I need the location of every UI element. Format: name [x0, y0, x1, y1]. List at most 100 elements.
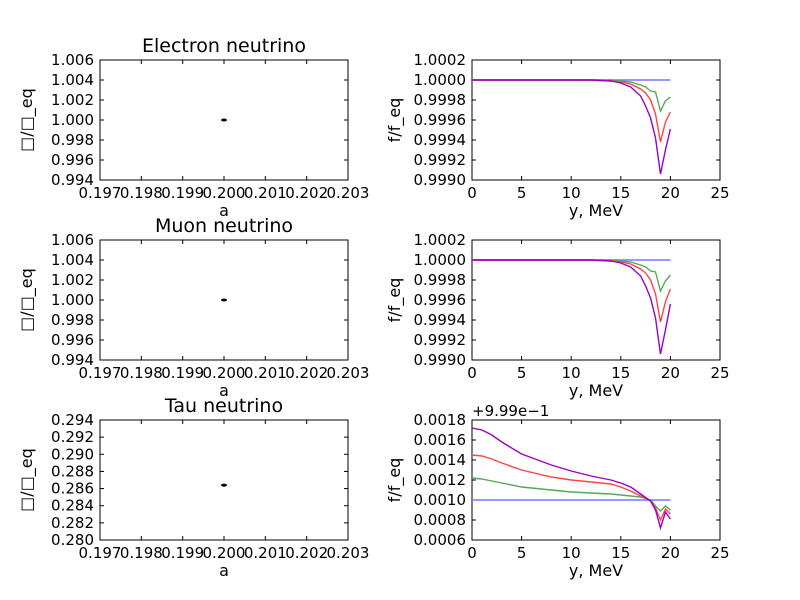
y-tick-label: 0.994: [51, 351, 94, 369]
y-tick-label: 0.9996: [414, 291, 467, 309]
y-tick-label: 1.0000: [414, 251, 467, 269]
x-tick-label: 0.202: [285, 364, 328, 382]
x-tick-label: 5: [517, 184, 527, 202]
x-tick-label: 0.198: [120, 184, 163, 202]
series-line-4: [472, 427, 671, 531]
x-tick-label: 0.199: [161, 364, 204, 382]
x-tick-label: 25: [710, 184, 729, 202]
plot-area: [471, 59, 721, 181]
y-tick-label: 0.9998: [414, 271, 467, 289]
subplot-2: 0 5 10 15 20 25 0.9990 0.9992 0.9994 0.9996 0.9998…: [385, 51, 730, 220]
y-tick-label: 1.004: [51, 251, 94, 269]
y-tick-label: 0.9990: [414, 351, 467, 369]
x-tick-label: 0.200: [203, 544, 246, 562]
y-tick-label: 1.004: [51, 71, 94, 89]
y-tick-label: 1.000: [51, 291, 94, 309]
subplot-4: 0 5 10 15 20 25 0.9990 0.9992 0.9994 0.9996 0.9998…: [385, 231, 730, 400]
data-point: [221, 483, 227, 487]
y-axis-label: f/f_eq: [385, 278, 405, 323]
x-tick-label: 15: [611, 544, 630, 562]
data-point: [221, 298, 227, 302]
y-tick-label: 0.0008: [414, 511, 467, 529]
x-tick-label: 25: [710, 364, 729, 382]
plot-area: [99, 419, 349, 541]
x-tick-label: 0.203: [327, 184, 370, 202]
x-axis-label: y, MeV: [569, 561, 623, 580]
x-axis-label: a: [219, 201, 229, 220]
series-line-2: [472, 477, 671, 512]
y-tick-label: 0.9998: [414, 91, 467, 109]
y-tick-label: 0.996: [51, 331, 94, 349]
y-tick-label: 0.280: [51, 531, 94, 549]
data-layer: [472, 427, 671, 531]
x-tick-label: 0.200: [203, 184, 246, 202]
y-tick-label: 1.0002: [414, 51, 467, 69]
data-point: [221, 118, 227, 122]
x-tick-label: 0.197: [79, 544, 122, 562]
y-axis-label: □/□_eq: [17, 88, 37, 152]
y-axis-label: f/f_eq: [385, 98, 405, 143]
y-tick-label: 0.0014: [414, 451, 467, 469]
y-axis-label: f/f_eq: [385, 458, 405, 503]
y-tick-label: 1.0002: [414, 231, 467, 249]
data-layer: [472, 259, 672, 355]
y-tick-label: 0.288: [51, 462, 94, 480]
y-tick-label: 0.9994: [414, 311, 467, 329]
subplot-6: 0 5 10 15 20 25 0.0006 0.0008 0.0010 0.0012 0.0014…: [385, 402, 730, 580]
y-tick-label: 1.002: [51, 91, 94, 109]
x-tick-label: 0.199: [161, 544, 204, 562]
x-tick-label: 0.198: [120, 544, 163, 562]
subplot-title: Electron neutrino: [142, 35, 306, 57]
y-tick-label: 1.0000: [414, 71, 467, 89]
y-tick-label: 0.0010: [414, 491, 467, 509]
y-tick-label: 0.292: [51, 428, 94, 446]
x-axis-label: y, MeV: [569, 201, 623, 220]
plot-area: [471, 239, 721, 361]
y-tick-label: 0.9994: [414, 131, 467, 149]
y-axis-label: □/□_eq: [17, 268, 37, 332]
x-tick-label: 10: [562, 364, 581, 382]
x-tick-label: 0.201: [244, 364, 287, 382]
y-tick-label: 0.0016: [414, 431, 467, 449]
x-tick-label: 5: [517, 544, 527, 562]
data-layer: [221, 298, 227, 302]
x-tick-label: 0.202: [285, 184, 328, 202]
x-tick-label: 0.200: [203, 364, 246, 382]
x-tick-label: 20: [661, 364, 680, 382]
plot-area: [471, 419, 721, 541]
x-tick-label: 0.201: [244, 544, 287, 562]
x-tick-label: 0.203: [327, 364, 370, 382]
y-tick-label: 0.998: [51, 311, 94, 329]
x-tick-label: 15: [611, 364, 630, 382]
y-tick-label: 0.282: [51, 514, 94, 532]
x-tick-label: 0: [467, 544, 477, 562]
x-tick-label: 0: [467, 364, 477, 382]
x-tick-label: 0.202: [285, 544, 328, 562]
subplot-title: Muon neutrino: [155, 215, 293, 237]
y-tick-label: 0.9996: [414, 111, 467, 129]
y-tick-label: 1.000: [51, 111, 94, 129]
x-axis-label: a: [219, 561, 229, 580]
x-tick-label: 25: [710, 544, 729, 562]
x-tick-label: 0.197: [79, 184, 122, 202]
y-tick-label: 0.286: [51, 480, 94, 498]
y-tick-label: 0.994: [51, 171, 94, 189]
x-tick-label: 0.203: [327, 544, 370, 562]
x-tick-label: 10: [562, 544, 581, 562]
y-tick-label: 0.0018: [414, 411, 467, 429]
x-tick-label: 0: [467, 184, 477, 202]
y-tick-label: 1.006: [51, 231, 94, 249]
y-tick-label: 0.9992: [414, 331, 467, 349]
x-tick-label: 5: [517, 364, 527, 382]
x-tick-label: 0.199: [161, 184, 204, 202]
data-layer: [221, 118, 227, 122]
x-axis-label: y, MeV: [569, 381, 623, 400]
x-tick-label: 20: [661, 184, 680, 202]
x-tick-label: 0.201: [244, 184, 287, 202]
y-tick-label: 1.002: [51, 271, 94, 289]
y-tick-label: 0.0012: [414, 471, 467, 489]
